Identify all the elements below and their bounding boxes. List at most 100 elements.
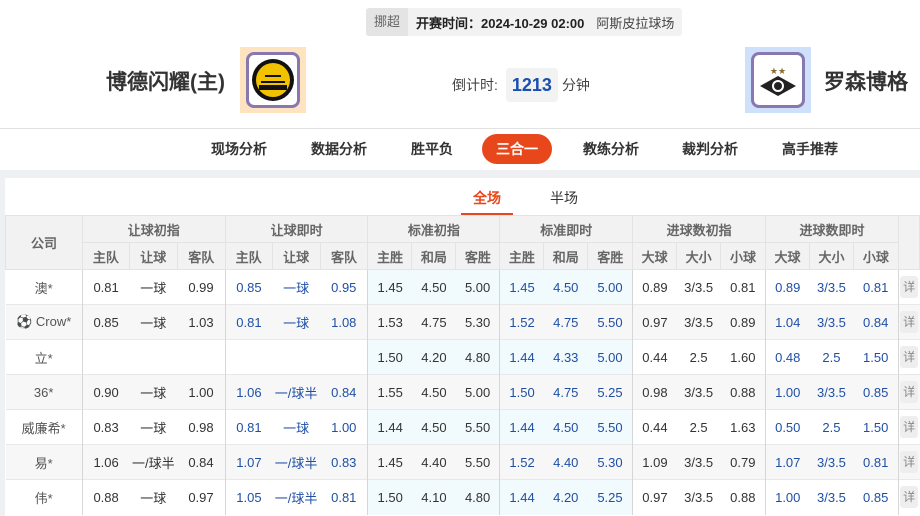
detail-button[interactable]: 详 — [900, 416, 919, 438]
odds-cell: 0.81 — [853, 269, 899, 305]
company-name: 易* — [34, 455, 53, 471]
odds-cell: 1.50 — [367, 479, 412, 515]
company-cell[interactable]: 澳* — [5, 269, 83, 305]
detail-cell: 详 — [897, 444, 920, 480]
away-team-name[interactable]: 罗森博格 — [824, 71, 908, 94]
company-cell[interactable]: 36* — [5, 374, 83, 410]
detail-cell: 详 — [897, 339, 920, 375]
detail-button[interactable]: 详 — [900, 346, 919, 368]
odds-cell: 1.05 — [224, 479, 273, 515]
nav-live-analysis[interactable]: 现场分析 — [211, 141, 267, 157]
away-team-logo[interactable]: ★★ — [745, 47, 811, 113]
odds-cell: 0.44 — [632, 339, 677, 375]
odds-cell: 4.10 — [411, 479, 456, 515]
odds-cell: 4.50 — [411, 409, 456, 445]
nav-coach-analysis[interactable]: 教练分析 — [583, 141, 639, 157]
odds-cell: 5.00 — [455, 269, 500, 305]
column-header: 大球 — [632, 242, 678, 270]
detail-button[interactable]: 详 — [900, 381, 919, 403]
column-header: 小球 — [720, 242, 767, 270]
nav-expert-picks[interactable]: 高手推荐 — [782, 141, 838, 157]
odds-cell: 4.50 — [543, 269, 588, 305]
odds-cell: 一球 — [272, 269, 321, 305]
odds-cell: 0.97 — [632, 479, 677, 515]
column-header: 大小 — [676, 242, 722, 270]
home-team-logo[interactable] — [240, 47, 306, 113]
nav-win-draw-loss[interactable]: 胜平负 — [411, 141, 453, 157]
odds-cell: 1.06 — [224, 374, 273, 410]
odds-cell — [81, 339, 130, 375]
detail-button[interactable]: 详 — [900, 311, 919, 333]
odds-cell: 0.81 — [853, 444, 899, 480]
odds-cell: 5.50 — [587, 409, 633, 445]
company-cell[interactable]: 威廉希* — [5, 409, 83, 445]
company-cell[interactable]: 立* — [5, 339, 83, 375]
table-row: 36* 0.90 一球 1.00 1.06 一/球半 0.84 1.55 4.50 5.00 1.5… — [5, 374, 920, 410]
odds-cell: 1.50 — [499, 374, 544, 410]
column-header: 客胜 — [455, 242, 501, 270]
odds-cell: 4.75 — [411, 304, 456, 340]
column-header: 主队 — [224, 242, 273, 270]
odds-cell: 5.30 — [455, 304, 500, 340]
odds-cell: 0.79 — [720, 444, 766, 480]
column-header: 让球 — [271, 242, 321, 270]
company-name: 36* — [33, 384, 54, 400]
countdown-label: 倒计时: — [452, 77, 498, 93]
odds-cell: 3/3.5 — [809, 374, 854, 410]
detail-button[interactable]: 详 — [900, 486, 919, 509]
nav-three-in-one[interactable]: 三合一 — [482, 134, 552, 164]
nav-referee-analysis[interactable]: 裁判分析 — [682, 141, 738, 157]
odds-cell: 0.99 — [177, 269, 226, 305]
odds-cell: 0.89 — [720, 304, 766, 340]
odds-cell: 0.81 — [224, 304, 273, 340]
company-cell[interactable]: ⚽ Crow* — [5, 304, 83, 340]
odds-cell: 0.50 — [765, 409, 810, 445]
odds-cell: 4.75 — [543, 374, 588, 410]
odds-cell: 1.53 — [367, 304, 412, 340]
odds-cell: 一球 — [129, 374, 178, 410]
group-header: 进球数初指 — [632, 215, 767, 243]
odds-cell: 1.44 — [499, 479, 544, 515]
table-row: 伟* 0.88 一球 0.97 1.05 一/球半 0.81 1.50 4.10 4.80 1.44… — [5, 479, 920, 515]
tab-full-time[interactable]: 全场 — [461, 188, 513, 215]
company-name: 立* — [34, 350, 53, 366]
detail-header — [897, 215, 920, 270]
group-header: 让球即时 — [224, 215, 369, 243]
odds-cell: 5.30 — [587, 444, 633, 480]
table-row: ⚽ Crow* 0.85 一球 1.03 0.81 一球 1.08 1.53 4.75 5.30 1… — [5, 304, 920, 340]
odds-cell: 3/3.5 — [676, 304, 721, 340]
odds-cell: 0.81 — [320, 479, 368, 515]
odds-cell: 1.00 — [320, 409, 368, 445]
odds-cell: 1.06 — [81, 444, 130, 480]
venue: 阿斯皮拉球场 — [596, 15, 675, 31]
odds-cell: 0.97 — [177, 479, 226, 515]
company-cell[interactable]: 易* — [5, 444, 83, 480]
column-header: 客胜 — [587, 242, 634, 270]
odds-cell: 0.84 — [177, 444, 226, 480]
odds-cell: 一/球半 — [272, 479, 321, 515]
odds-cell: 4.50 — [411, 374, 456, 410]
odds-cell: 5.00 — [587, 269, 633, 305]
home-team-name[interactable]: 博德闪耀(主) — [106, 71, 225, 94]
odds-cell: 1.55 — [367, 374, 412, 410]
column-header: 和局 — [411, 242, 457, 270]
odds-cell: 4.75 — [543, 304, 588, 340]
company-cell[interactable]: 伟* — [5, 479, 83, 515]
odds-cell: 5.50 — [587, 304, 633, 340]
odds-cell: 1.45 — [367, 444, 412, 480]
odds-cell — [272, 339, 321, 375]
company-header: 公司 — [5, 215, 83, 270]
odds-cell: 5.00 — [455, 374, 500, 410]
odds-cell: 3/3.5 — [809, 304, 854, 340]
detail-button[interactable]: 详 — [900, 451, 919, 473]
odds-cell: 0.85 — [853, 374, 899, 410]
nav-data-analysis[interactable]: 数据分析 — [311, 141, 367, 157]
tab-half-time[interactable]: 半场 — [550, 190, 578, 206]
odds-cell: 5.00 — [587, 339, 633, 375]
odds-cell: 3/3.5 — [809, 444, 854, 480]
detail-cell: 详 — [897, 304, 920, 340]
company-name: 威廉希* — [21, 420, 66, 436]
detail-button[interactable]: 详 — [900, 276, 919, 298]
odds-cell: 0.44 — [632, 409, 677, 445]
league-label[interactable]: 挪超 — [366, 8, 409, 36]
